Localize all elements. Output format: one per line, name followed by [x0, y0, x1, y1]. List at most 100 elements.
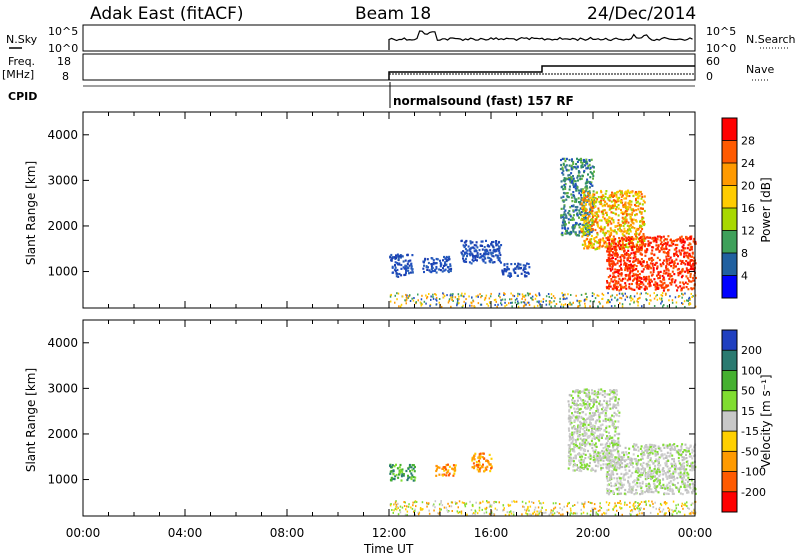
range-cell [622, 478, 625, 481]
range-cell [600, 443, 602, 446]
range-cell [598, 210, 601, 213]
range-cell [425, 266, 428, 269]
range-cell [609, 196, 612, 199]
range-cell [614, 225, 617, 228]
time-tick-label: 12:00 [372, 526, 407, 540]
range-cell [604, 240, 607, 244]
range-cell [668, 470, 671, 473]
range-cell [613, 205, 616, 208]
range-cell [395, 272, 398, 275]
range-cell [627, 213, 630, 216]
range-cell [438, 466, 441, 469]
range-cell [600, 219, 603, 222]
range-cell [603, 511, 605, 514]
range-cell [612, 449, 615, 452]
range-cell [541, 506, 543, 509]
range-cell [601, 245, 604, 248]
range-cell [508, 272, 511, 275]
range-cell [661, 468, 664, 471]
range-cell [586, 468, 589, 471]
range-cell [625, 193, 628, 196]
range-cell [597, 215, 600, 218]
range-cell [576, 176, 579, 179]
range-cell [616, 285, 619, 288]
range-cell [427, 266, 429, 269]
range-cell [630, 489, 633, 492]
range-cell [598, 412, 601, 415]
range-cell [669, 275, 672, 278]
range-cell [633, 254, 636, 257]
range-cell [524, 298, 527, 301]
range-cell [463, 260, 466, 263]
range-cell [611, 294, 614, 297]
range-cell [592, 205, 595, 208]
range-cell [595, 218, 598, 221]
range-cell [473, 250, 476, 253]
range-cell [539, 303, 541, 306]
range-cell [578, 396, 581, 399]
range-cell [597, 209, 600, 212]
range-cell [691, 296, 693, 298]
range-cell [635, 265, 638, 268]
range-cell [686, 501, 688, 504]
range-cell [613, 199, 615, 202]
range-cell [478, 464, 481, 467]
range-cell [490, 251, 493, 254]
range-cell [567, 400, 570, 403]
range-cell [473, 247, 476, 250]
range-cell [623, 249, 626, 252]
range-cell [407, 467, 410, 470]
range-cell [597, 436, 600, 439]
range-cell [623, 247, 626, 250]
range-cell [599, 451, 602, 454]
range-cell [631, 471, 634, 475]
range-cell [561, 171, 564, 175]
range-cell [584, 244, 587, 248]
range-cell [582, 442, 585, 445]
range-cell [603, 429, 606, 432]
range-cell [641, 492, 644, 495]
range-cell [435, 474, 438, 477]
range-cell [597, 438, 600, 441]
range-cell [586, 436, 589, 439]
range-cell [674, 471, 677, 474]
range-cell [518, 293, 521, 296]
range-cell [434, 500, 437, 503]
colorbar-block [722, 140, 737, 164]
range-cell [400, 267, 403, 270]
range-cell [694, 492, 697, 495]
range-cell [574, 183, 577, 186]
range-cell [568, 188, 571, 191]
range-cell [435, 293, 437, 296]
range-cell [552, 509, 554, 512]
range-cell [542, 298, 545, 301]
range-cell [435, 271, 438, 274]
range-cell [591, 223, 594, 226]
range-cell [412, 467, 415, 470]
range-cell [598, 200, 601, 204]
range-cell [586, 245, 589, 248]
range-cell [633, 507, 635, 510]
range-cell [596, 405, 598, 408]
range-cell [687, 268, 690, 272]
range-cell [587, 180, 590, 183]
range-cell [637, 505, 639, 508]
range-cell [438, 512, 440, 515]
range-cell [465, 260, 468, 263]
range-cell [637, 258, 639, 261]
range-cell [545, 509, 547, 511]
range-cell [401, 468, 404, 471]
range-cell [621, 465, 624, 469]
range-cell [639, 190, 642, 194]
range-cell [519, 267, 522, 270]
range-cell [678, 453, 681, 456]
range-cell [608, 442, 611, 445]
range-cell [590, 234, 593, 238]
range-cell [678, 250, 681, 253]
range-cell [569, 213, 572, 216]
range-cell [587, 173, 589, 176]
range-cell [514, 262, 516, 266]
range-cell [641, 455, 644, 458]
range-cell [685, 453, 687, 456]
range-cell [596, 456, 599, 459]
